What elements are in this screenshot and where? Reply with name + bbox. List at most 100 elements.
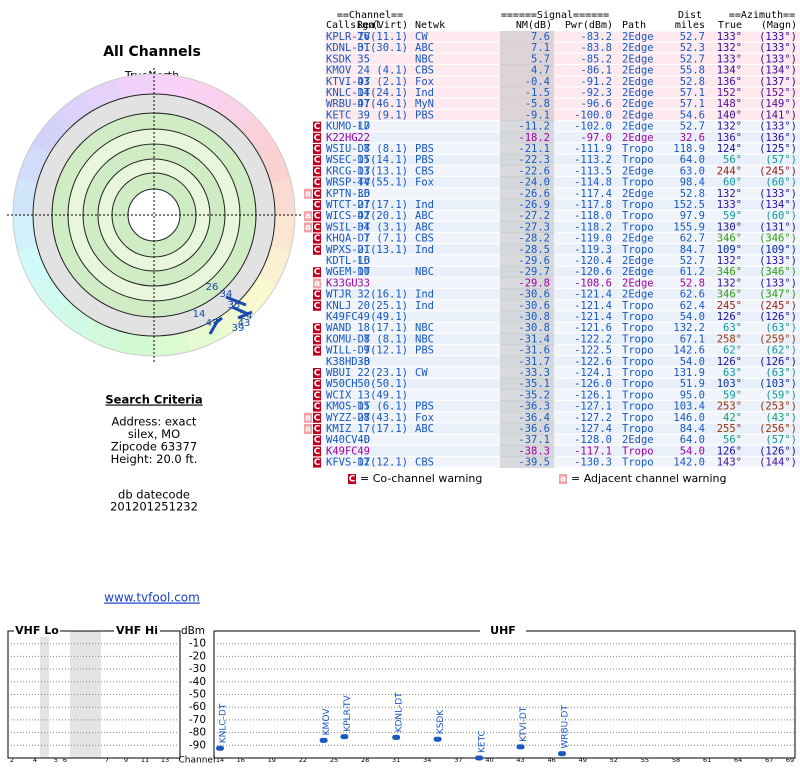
cell: Tropo (622, 244, 654, 256)
cell: -126.1 (574, 389, 612, 401)
co-channel-mark: C (314, 167, 321, 177)
cell: 2Edge (622, 289, 654, 301)
co-channel-box (313, 267, 321, 278)
cell: 346° (717, 266, 742, 278)
cell: 2Edge (622, 188, 654, 200)
co-channel-box (313, 435, 321, 446)
cell: (17.1) (370, 199, 408, 211)
co-channel-box (313, 368, 321, 378)
adjacent-mark: a (560, 475, 566, 485)
cell: -1.5 (525, 87, 550, 99)
cell: (133°) (759, 121, 797, 133)
cell: -0.4 (525, 76, 550, 88)
cell: 131.9 (673, 367, 705, 379)
cell: 132° (717, 277, 742, 289)
cell: -39.5 (518, 457, 550, 469)
cell: (8.1) (376, 333, 408, 345)
row-bg (325, 356, 800, 367)
cell: Tropo (622, 311, 654, 323)
co-channel-mark: C (314, 268, 321, 278)
cell: (59°) (765, 389, 797, 401)
cell: Tropo (622, 356, 654, 368)
cell: WTCT-DT (326, 199, 371, 211)
row-bg (325, 76, 800, 87)
cell: 52.7 (680, 53, 705, 65)
cell: WTJR (326, 289, 352, 301)
cell: Tropo (622, 378, 654, 390)
cell: NBC (415, 266, 434, 278)
cell: -5.8 (525, 98, 550, 110)
cell: W40CV-D (326, 434, 370, 446)
co-channel-mark: C (314, 436, 321, 446)
cell: -27.2 (518, 210, 550, 222)
cell: (60°) (765, 210, 797, 222)
cell: -122.5 (574, 345, 612, 357)
cell: (3.1) (376, 221, 408, 233)
cell: 2Edge (622, 76, 654, 88)
cell: 244° (717, 165, 742, 177)
x-tick-label: 43 (516, 756, 524, 764)
cell: (133°) (759, 31, 797, 43)
cell: (60°) (765, 177, 797, 189)
cell: (23.1) (370, 367, 408, 379)
cell: 2Edge (622, 98, 654, 110)
cell: (126°) (759, 356, 797, 368)
co-channel-mark: C (314, 402, 321, 412)
cell: 33 (357, 277, 370, 289)
nm-band (500, 31, 554, 468)
cell: KOMU-DT (326, 333, 371, 345)
x-axis-label: Channel (179, 756, 216, 766)
cell: MyN (415, 98, 434, 110)
site-link[interactable]: www.tvfool.com (104, 591, 200, 605)
cell: (347°) (759, 289, 797, 301)
datecode: 201201251232 (110, 500, 198, 514)
cell: (6.1) (376, 401, 408, 413)
cell: -126.0 (574, 378, 612, 390)
cell: -127.1 (574, 401, 612, 413)
cell: 54.0 (680, 445, 705, 457)
co-channel-box (313, 155, 321, 166)
cell: 2Edge (622, 31, 654, 43)
cell: W50CH (326, 378, 358, 390)
cell: 15 (357, 401, 370, 413)
co-channel-mark: C (314, 178, 321, 188)
cell: Tropo (622, 333, 654, 345)
co-channel-box (313, 244, 321, 255)
signal-bar (558, 751, 566, 757)
cell: (133°) (759, 255, 797, 267)
cell: -29.8 (518, 277, 550, 289)
cell: Tropo (622, 210, 654, 222)
cell: 126° (717, 445, 742, 457)
cell: -128.0 (574, 434, 612, 446)
search-title: Search Criteria (105, 393, 202, 407)
cell: 59° (723, 389, 742, 401)
cell: 17 (357, 121, 370, 133)
co-channel-mark: C (314, 380, 321, 390)
cell: -29.7 (518, 266, 550, 278)
cell: 142.6 (673, 345, 705, 357)
row-bg (325, 165, 800, 176)
cell: (109°) (759, 244, 797, 256)
cell: -102.0 (574, 121, 612, 133)
cell: 103.4 (673, 401, 705, 413)
cell: (126°) (759, 445, 797, 457)
cell: Tropo (622, 300, 654, 312)
cell: 13 (357, 165, 370, 177)
cell: WPXS-DT (326, 244, 371, 256)
radar-label: 35 (228, 300, 241, 311)
co-channel-mark: C (314, 324, 321, 334)
cell: (14.1) (370, 154, 408, 166)
cell: Tropo (622, 389, 654, 401)
co-channel-mark: C (314, 234, 321, 244)
x-tick-label: 2 (10, 756, 14, 764)
cell: -36.4 (518, 412, 550, 424)
co-channel-mark: C (314, 425, 321, 435)
cell: 346° (717, 289, 742, 301)
cell: K49FC (326, 311, 358, 323)
cell: (346°) (759, 266, 797, 278)
co-channel-mark: C (314, 133, 321, 143)
cell: -117.1 (574, 445, 612, 457)
cell: K33GU (326, 277, 358, 289)
cell: 8 (364, 143, 370, 155)
cell: -22.3 (518, 154, 550, 166)
